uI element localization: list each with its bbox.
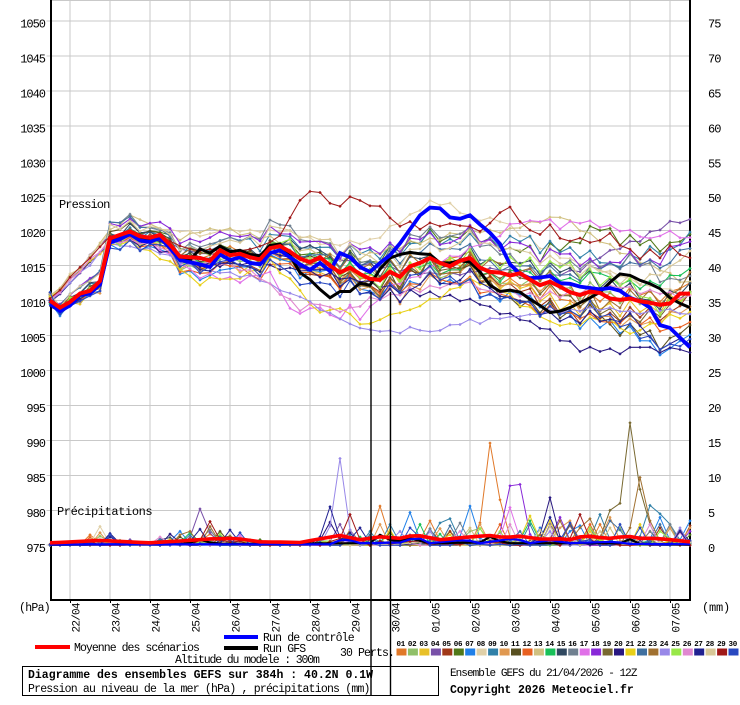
svg-text:26: 26 (683, 641, 692, 649)
svg-text:28: 28 (706, 641, 715, 649)
svg-text:70: 70 (708, 53, 721, 67)
svg-text:03: 03 (419, 641, 428, 649)
svg-text:27/04: 27/04 (272, 602, 284, 632)
svg-text:02: 02 (408, 641, 417, 649)
svg-text:30: 30 (708, 332, 721, 346)
svg-text:05: 05 (442, 641, 451, 649)
svg-text:01/05: 01/05 (432, 603, 444, 632)
svg-text:13: 13 (534, 641, 543, 649)
svg-text:10: 10 (500, 641, 509, 649)
svg-text:55: 55 (708, 157, 721, 171)
svg-text:04/05: 04/05 (552, 603, 564, 632)
svg-text:30/04: 30/04 (392, 602, 404, 632)
svg-text:27: 27 (694, 641, 702, 649)
svg-text:15: 15 (708, 437, 721, 451)
svg-text:1040: 1040 (20, 87, 46, 101)
svg-text:26/04: 26/04 (232, 602, 244, 632)
svg-text:1010: 1010 (20, 297, 46, 311)
svg-text:07: 07 (465, 641, 473, 649)
svg-text:20: 20 (708, 402, 721, 416)
svg-text:18: 18 (591, 641, 600, 649)
svg-text:40: 40 (708, 262, 721, 276)
svg-text:30 Perts.: 30 Perts. (340, 647, 394, 660)
svg-text:975: 975 (26, 542, 45, 556)
svg-text:Diagramme des ensembles GEFS s: Diagramme des ensembles GEFS sur 384h : … (28, 669, 373, 682)
svg-text:08: 08 (477, 641, 486, 649)
svg-text:980: 980 (26, 507, 45, 521)
svg-text:30: 30 (729, 641, 738, 649)
svg-text:12: 12 (523, 641, 532, 649)
svg-text:65: 65 (708, 87, 721, 101)
svg-text:75: 75 (708, 18, 721, 32)
svg-text:Run GFS: Run GFS (263, 643, 306, 656)
svg-text:1030: 1030 (20, 157, 46, 171)
svg-text:28/04: 28/04 (312, 602, 324, 632)
svg-text:Copyright 2026 Meteociel.fr: Copyright 2026 Meteociel.fr (450, 684, 634, 697)
svg-text:(hPa): (hPa) (19, 602, 50, 615)
svg-text:25: 25 (708, 367, 721, 381)
svg-text:23: 23 (648, 641, 657, 649)
svg-text:24: 24 (660, 641, 669, 649)
svg-text:1045: 1045 (20, 53, 46, 67)
svg-text:1015: 1015 (20, 262, 46, 276)
svg-text:11: 11 (511, 641, 520, 649)
svg-text:05/05: 05/05 (592, 603, 604, 632)
svg-text:02/05: 02/05 (472, 603, 484, 632)
svg-text:03/05: 03/05 (512, 603, 524, 632)
svg-text:(mm): (mm) (702, 601, 730, 615)
svg-text:22: 22 (637, 641, 646, 649)
svg-text:25: 25 (671, 641, 680, 649)
svg-text:04: 04 (431, 641, 440, 649)
svg-text:1035: 1035 (20, 122, 46, 136)
svg-text:Pression: Pression (59, 198, 110, 212)
svg-text:22/04: 22/04 (72, 602, 84, 632)
svg-text:20: 20 (614, 641, 623, 649)
svg-text:985: 985 (26, 472, 45, 486)
svg-text:29/04: 29/04 (352, 602, 364, 632)
svg-text:5: 5 (708, 507, 715, 521)
svg-text:0: 0 (708, 542, 715, 556)
svg-text:14: 14 (545, 641, 554, 649)
svg-text:16: 16 (568, 641, 577, 649)
svg-text:Moyenne des scénarios: Moyenne des scénarios (74, 642, 199, 655)
svg-text:Pression au niveau de la mer (: Pression au niveau de la mer (hPa) , pré… (28, 683, 370, 696)
svg-text:45: 45 (708, 227, 721, 241)
svg-text:1025: 1025 (20, 192, 46, 206)
svg-text:21: 21 (626, 641, 635, 649)
svg-text:25/04: 25/04 (192, 602, 204, 632)
svg-text:01: 01 (397, 641, 406, 649)
svg-text:1005: 1005 (20, 332, 46, 346)
svg-text:35: 35 (708, 297, 721, 311)
svg-text:Précipitations: Précipitations (57, 505, 152, 519)
svg-text:1000: 1000 (20, 367, 46, 381)
svg-text:50: 50 (708, 192, 721, 206)
svg-text:990: 990 (26, 437, 45, 451)
svg-text:24/04: 24/04 (152, 602, 164, 632)
svg-text:23/04: 23/04 (112, 602, 124, 632)
svg-text:07/05: 07/05 (672, 603, 684, 632)
svg-text:1020: 1020 (20, 227, 46, 241)
svg-text:Run de contrôle: Run de contrôle (263, 632, 355, 645)
svg-text:1050: 1050 (20, 18, 46, 32)
svg-text:60: 60 (708, 122, 721, 136)
svg-text:06/05: 06/05 (632, 603, 644, 632)
svg-text:995: 995 (26, 402, 45, 416)
svg-text:19: 19 (603, 641, 612, 649)
svg-text:06: 06 (454, 641, 463, 649)
svg-text:15: 15 (557, 641, 566, 649)
svg-text:17: 17 (580, 641, 588, 649)
svg-text:Altitude du modele : 300m: Altitude du modele : 300m (175, 654, 320, 667)
svg-text:29: 29 (717, 641, 726, 649)
svg-text:09: 09 (488, 641, 497, 649)
svg-text:Ensemble GEFS du 21/04/2026 -: Ensemble GEFS du 21/04/2026 - 12Z (450, 668, 638, 680)
svg-text:10: 10 (708, 472, 721, 486)
